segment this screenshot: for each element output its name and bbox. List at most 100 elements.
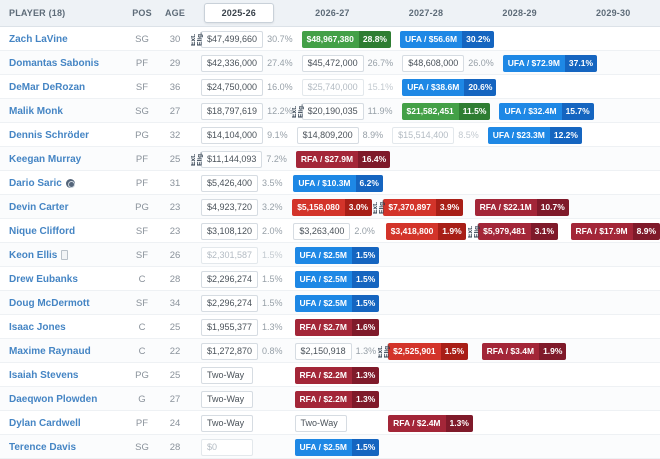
player-cell: Nique Clifford — [0, 226, 126, 237]
badge-percentage: 11.5% — [458, 102, 491, 120]
player-link[interactable]: Dennis Schröder — [9, 129, 90, 141]
cap-percentage: 8.5% — [458, 130, 479, 140]
player-link[interactable]: Malik Monk — [9, 105, 63, 117]
column-header-season[interactable]: 2026-27 — [315, 8, 350, 18]
player-link[interactable]: Domantas Sabonis — [9, 57, 100, 69]
season-cell: $14,104,000 9.1% — [192, 123, 288, 147]
column-header-age[interactable]: AGE — [164, 8, 186, 18]
season-cell: $2,150,918 1.3% — [286, 339, 380, 363]
season-cell: UFA / $2.5M 1.5% — [286, 267, 380, 291]
season-cell: $48,608,000 26.0% — [393, 51, 494, 75]
column-header-player[interactable]: PLAYER (18) — [9, 8, 66, 18]
position-cell: SG — [135, 33, 149, 45]
salary-badge-blue: UFA / $56.6M 30.2% — [399, 30, 495, 48]
season-cell — [379, 363, 473, 387]
salary-value: $18,797,619 — [201, 102, 264, 120]
table-row: Daeqwon Plowden G 27 Two-Way RFA / $2.2M 1.3% — [0, 387, 660, 411]
salary-value: $4,923,720 — [201, 198, 259, 216]
badge-amount: RFA / $2.7M — [294, 318, 352, 336]
salary-value: $47,499,660 — [201, 30, 264, 48]
badge-percentage: 30.2% — [462, 30, 495, 48]
season-cell — [566, 435, 660, 459]
season-cell — [473, 435, 567, 459]
badge-amount: $2,525,901 — [388, 342, 441, 360]
salary-badge-blue: UFA / $38.6M 20.6% — [402, 78, 497, 96]
season-cell — [568, 171, 660, 195]
player-cell: Malik Monk — [0, 106, 126, 117]
salary-value: $3,108,120 — [201, 222, 259, 240]
table-row: Keegan Murray PF 25 Ext. Elig. $11,144,093 7.… — [0, 147, 660, 171]
season-cell: $18,797,619 12.2% — [192, 99, 293, 123]
season-cell — [566, 291, 660, 315]
salary-value: $20,190,035 — [301, 102, 364, 120]
season-cell — [383, 171, 475, 195]
player-link[interactable]: Doug McDermott — [9, 297, 90, 309]
season-cell — [390, 147, 480, 171]
age-cell: 23 — [169, 225, 181, 237]
season-cell — [473, 411, 567, 435]
position-cell: SF — [135, 225, 149, 237]
season-cell — [582, 123, 660, 147]
badge-amount: UFA / $56.6M — [399, 30, 463, 48]
column-header-season[interactable]: 2025-26 — [192, 3, 286, 23]
salary-value: $2,296,274 — [201, 294, 259, 312]
badge-amount: UFA / $2.5M — [294, 246, 352, 264]
active-season-box[interactable]: 2025-26 — [203, 3, 275, 23]
badge-percentage: 1.5% — [351, 294, 380, 312]
player-cell: Daeqwon Plowden — [0, 394, 126, 405]
season-cell: $3,418,800 1.9% — [377, 219, 469, 243]
season-cell: $3,263,400 2.0% — [284, 219, 376, 243]
salary-badge-maroon: RFA / $22.1M 10.7% — [474, 198, 569, 216]
ext-elig-label: Ext. Elig. — [468, 224, 481, 238]
player-link[interactable]: Keon Ellis — [9, 249, 58, 261]
player-link[interactable]: Nique Clifford — [9, 225, 76, 237]
player-cell: Dylan Cardwell — [0, 418, 126, 429]
season-cell: Ext. Elig. $47,499,660 30.7% — [191, 27, 293, 51]
season-cell: UFA / $2.5M 1.5% — [286, 291, 380, 315]
badge-amount: RFA / $3.4M — [481, 342, 540, 360]
cap-percentage: 7.2% — [266, 154, 287, 164]
column-header-season[interactable]: 2027-28 — [408, 8, 444, 18]
table-row: Drew Eubanks C 28 $2,296,274 1.5% UFA / $2.5M… — [0, 267, 660, 291]
ext-elig-label: Ext. Elig. — [373, 200, 386, 214]
column-header-season[interactable]: 2029-30 — [595, 8, 631, 18]
table-row: Isaiah Stevens PG 25 Two-Way RFA / $2.2M 1.3% — [0, 363, 660, 387]
player-link[interactable]: Daeqwon Plowden — [9, 393, 98, 405]
salary-badge-maroon: $5,979,481 3.1% — [478, 222, 559, 240]
player-link[interactable]: Drew Eubanks — [9, 273, 78, 285]
salary-badge-blue: UFA / $2.5M 1.5% — [294, 270, 380, 288]
player-link[interactable]: Dario Saric — [9, 177, 62, 189]
player-link[interactable]: Terence Davis — [9, 441, 77, 453]
season-cell: Ext. Elig. $11,144,093 7.2% — [191, 147, 287, 171]
salary-badge-red: $3,418,800 1.9% — [385, 222, 466, 240]
season-cell — [566, 339, 660, 363]
cap-percentage: 15.1% — [367, 82, 394, 92]
player-link[interactable]: Isaiah Stevens — [9, 369, 79, 381]
season-cell — [473, 315, 567, 339]
badge-amount: RFA / $22.1M — [474, 198, 537, 216]
salary-value: $14,809,200 — [296, 126, 359, 144]
player-link[interactable]: Maxime Raynaud — [9, 345, 91, 357]
player-link[interactable]: Keegan Murray — [9, 153, 82, 165]
season-cell — [473, 243, 567, 267]
age-cell: 32 — [169, 129, 181, 141]
position-cell: C — [138, 273, 146, 285]
badge-amount: $5,158,080 — [292, 198, 345, 216]
column-header-season[interactable]: 2028-29 — [502, 8, 537, 18]
age-cell: 25 — [169, 321, 181, 333]
player-link[interactable]: Dylan Cardwell — [9, 417, 81, 429]
position-cell: SF — [135, 297, 149, 309]
season-cell: Two-Way — [192, 387, 286, 411]
player-link[interactable]: Isaac Jones — [9, 321, 66, 333]
season-cell: $5,158,080 3.0% — [283, 195, 374, 219]
season-cell: RFA / $2.2M 1.3% — [286, 387, 380, 411]
season-cell: Two-Way — [192, 411, 286, 435]
season-cell: RFA / $2.4M 1.3% — [379, 411, 473, 435]
player-link[interactable]: DeMar DeRozan — [9, 81, 86, 93]
player-link[interactable]: Devin Carter — [9, 201, 69, 213]
badge-percentage: 1.5% — [440, 342, 469, 360]
column-header-pos[interactable]: POS — [132, 8, 152, 18]
table-row: Devin Carter PG 23 $4,923,720 3.2% $5,158,080… — [0, 195, 660, 219]
player-link[interactable]: Zach LaVine — [9, 33, 68, 45]
position-cell: SF — [135, 81, 149, 93]
